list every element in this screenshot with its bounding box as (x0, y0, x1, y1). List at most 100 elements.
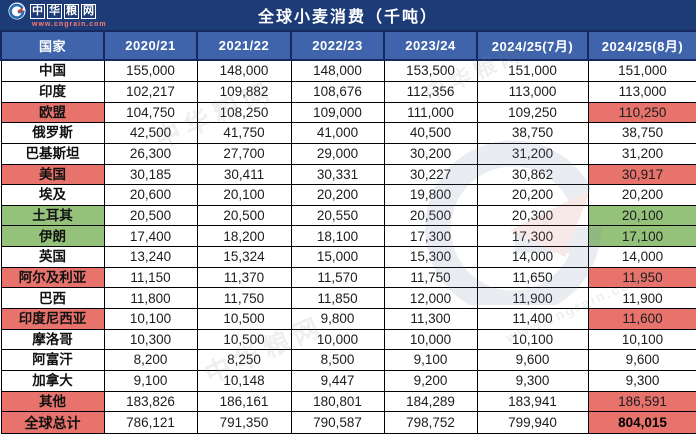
col-header-season-3: 2022/23 (290, 30, 385, 61)
value-cell: 17,300 (476, 225, 589, 248)
value-cell: 15,000 (290, 246, 385, 268)
value-cell: 10,000 (290, 328, 385, 351)
cngrain-logo: 中华粮网 www.cngrain.com (8, 2, 107, 28)
table-row: 巴西 11,800 11,750 11,850 12,000 11,900 11,900 (0, 287, 696, 310)
value-cell: 109,882 (196, 80, 292, 103)
country-label: 土耳其 (0, 204, 105, 227)
value-cell: 11,900 (587, 287, 696, 310)
value-cell: 8,500 (290, 349, 385, 372)
table-row: 埃及 20,600 20,100 20,200 19,800 20,200 20,200 (0, 184, 696, 206)
value-cell: 41,000 (290, 122, 385, 144)
value-cell: 110,250 (587, 101, 696, 124)
value-cell: 30,411 (196, 163, 292, 186)
value-cell: 791,350 (196, 411, 292, 434)
table-row: 美国 30,185 30,411 30,331 30,227 30,862 30,917 (0, 163, 696, 186)
brand-name: 中华粮网 (30, 3, 96, 19)
value-cell: 38,750 (476, 122, 589, 144)
value-cell: 20,200 (290, 184, 385, 206)
value-cell: 41,750 (196, 122, 292, 144)
value-cell: 20,500 (383, 204, 478, 227)
country-label: 埃及 (0, 184, 105, 206)
country-label: 中国 (0, 59, 105, 82)
page-title: 全球小麦消费（千吨） (257, 9, 438, 26)
value-cell: 108,676 (290, 80, 385, 103)
value-cell: 10,000 (383, 328, 478, 351)
table-row: 英国 13,240 15,324 15,000 15,300 14,000 14,000 (0, 246, 696, 268)
value-cell: 15,300 (383, 246, 478, 268)
value-cell: 17,100 (587, 225, 696, 248)
value-cell: 10,500 (196, 328, 292, 351)
table-row: 俄罗斯 42,500 41,750 41,000 40,500 38,750 38,750 (0, 122, 696, 144)
value-cell: 30,185 (103, 163, 198, 186)
value-cell: 20,300 (476, 204, 589, 227)
value-cell: 113,000 (587, 80, 696, 103)
value-cell: 29,000 (290, 142, 385, 165)
value-cell: 109,250 (476, 101, 589, 124)
value-cell: 10,148 (196, 370, 292, 392)
value-cell: 31,200 (476, 142, 589, 165)
value-cell: 30,200 (383, 142, 478, 165)
value-cell: 20,200 (476, 184, 589, 206)
value-cell: 18,200 (196, 225, 292, 248)
value-cell: 102,217 (103, 80, 198, 103)
value-cell: 790,587 (290, 411, 385, 434)
value-cell: 13,240 (103, 246, 198, 268)
value-cell: 30,862 (476, 163, 589, 186)
value-cell: 10,100 (587, 328, 696, 351)
value-cell: 11,650 (476, 266, 589, 289)
country-label: 俄罗斯 (0, 122, 105, 144)
value-cell: 183,941 (476, 390, 589, 413)
value-cell: 11,400 (476, 308, 589, 330)
value-cell: 30,917 (587, 163, 696, 186)
cngrain-logo-icon (8, 2, 26, 20)
value-cell: 799,940 (476, 411, 589, 434)
value-cell: 20,600 (103, 184, 198, 206)
value-cell: 9,100 (383, 349, 478, 372)
table-row: 伊朗 17,400 18,200 18,100 17,300 17,300 17,100 (0, 225, 696, 248)
value-cell: 9,200 (383, 370, 478, 392)
country-label: 印度 (0, 80, 105, 103)
value-cell: 9,600 (587, 349, 696, 372)
value-cell: 8,250 (196, 349, 292, 372)
country-label: 摩洛哥 (0, 328, 105, 351)
value-cell: 27,700 (196, 142, 292, 165)
value-cell: 19,800 (383, 184, 478, 206)
value-cell: 20,100 (587, 204, 696, 227)
col-header-season-5: 2024/25(7月) (476, 30, 589, 61)
table-row: 土耳其 20,500 20,500 20,550 20,500 20,300 20,100 (0, 204, 696, 227)
value-cell: 31,200 (587, 142, 696, 165)
table-row: 巴基斯坦 26,300 27,700 29,000 30,200 31,200 31,200 (0, 142, 696, 165)
value-cell: 786,121 (103, 411, 198, 434)
value-cell: 8,200 (103, 349, 198, 372)
value-cell: 112,356 (383, 80, 478, 103)
value-cell: 17,400 (103, 225, 198, 248)
table-header-row: 国家 2020/21 2021/22 2022/23 2023/24 2024/25(7月… (0, 30, 696, 61)
value-cell: 9,300 (476, 370, 589, 392)
country-label: 巴基斯坦 (0, 142, 105, 165)
value-cell: 38,750 (587, 122, 696, 144)
value-cell: 20,200 (587, 184, 696, 206)
title-banner: 中华粮网 www.cngrain.com 全球小麦消费（千吨） (0, 0, 696, 30)
value-cell: 9,800 (290, 308, 385, 330)
value-cell: 148,000 (290, 59, 385, 82)
table-row: 印度 102,217 109,882 108,676 112,356 113,000 113… (0, 80, 696, 103)
value-cell: 12,000 (383, 287, 478, 310)
country-label: 巴西 (0, 287, 105, 310)
table-row: 阿尔及利亚 11,150 11,370 11,570 11,750 11,650 11,95… (0, 266, 696, 289)
value-cell: 183,826 (103, 390, 198, 413)
country-label: 阿富汗 (0, 349, 105, 372)
consumption-table: 国家 2020/21 2021/22 2022/23 2023/24 2024/25(7月… (0, 30, 696, 434)
value-cell: 151,000 (476, 59, 589, 82)
value-cell: 11,370 (196, 266, 292, 289)
value-cell: 42,500 (103, 122, 198, 144)
value-cell: 148,000 (196, 59, 292, 82)
value-cell: 11,600 (587, 308, 696, 330)
country-label: 加拿大 (0, 370, 105, 392)
value-cell: 9,447 (290, 370, 385, 392)
country-label: 欧盟 (0, 101, 105, 124)
country-label: 伊朗 (0, 225, 105, 248)
value-cell: 15,324 (196, 246, 292, 268)
country-label: 其他 (0, 390, 105, 413)
country-label: 阿尔及利亚 (0, 266, 105, 289)
table-row: 摩洛哥 10,300 10,500 10,000 10,000 10,100 10,100 (0, 328, 696, 351)
